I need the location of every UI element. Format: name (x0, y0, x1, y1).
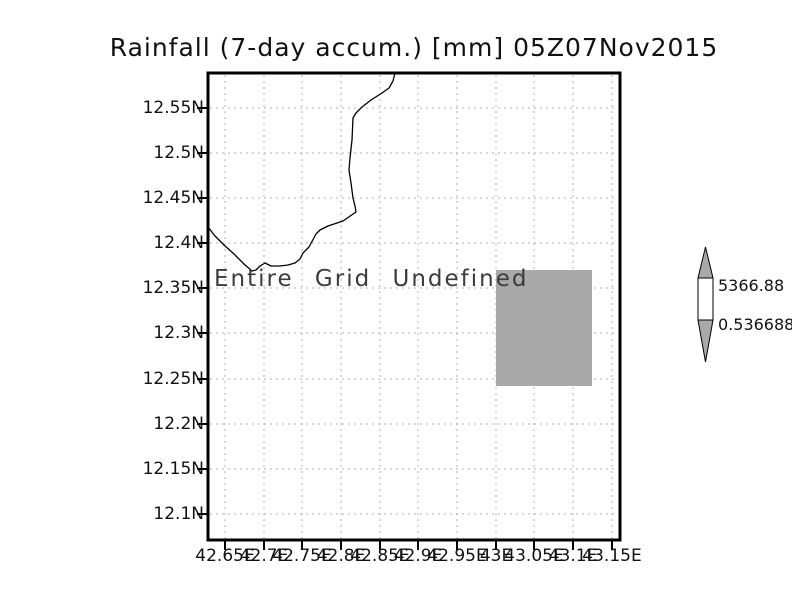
x-axis-label: 42.95E (427, 546, 487, 566)
colorbar-upper-arrow (697, 246, 714, 279)
y-axis-label: 12.1N (153, 504, 204, 524)
colorbar-min-label: 0.536688 (718, 315, 792, 334)
colorbar-max-label: 5366.88 (718, 276, 785, 295)
colorbar-lower-arrow (697, 319, 714, 363)
gridlines (210, 75, 618, 539)
x-axis-label: 43.1E (548, 546, 598, 566)
y-axis-label: 12.25N (142, 369, 204, 389)
y-axis-label: 12.35N (142, 278, 204, 298)
colorbar-bar (697, 277, 714, 321)
x-axis-label: 42.9E (393, 546, 443, 566)
y-axis-label: 12.15N (142, 459, 204, 479)
y-axis-ticks (197, 107, 208, 515)
y-axis-label: 12.5N (153, 143, 204, 163)
x-axis-label: 42.85E (350, 546, 410, 566)
undefined-region (496, 270, 592, 386)
x-axis-label: 43.15E (582, 546, 642, 566)
y-axis-label: 12.2N (153, 414, 204, 434)
x-axis-label: 42.65E (195, 546, 255, 566)
undefined-grid-label: Entire Grid Undefined (214, 266, 529, 292)
plot-frame (206, 71, 622, 542)
plot-title: Rainfall (7-day accum.) [mm] 05Z07Nov201… (109, 33, 719, 62)
x-axis-label: 43.05E (504, 546, 564, 566)
y-axis-label: 12.55N (142, 98, 204, 118)
y-axis-label: 12.4N (153, 233, 204, 253)
y-axis-label: 12.3N (153, 323, 204, 343)
x-axis-label: 42.7E (239, 546, 289, 566)
x-axis-ticks (224, 540, 613, 550)
x-axis-label: 42.8E (316, 546, 366, 566)
x-axis-label: 43E (479, 546, 513, 566)
x-axis-label: 42.75E (272, 546, 332, 566)
colorbar (697, 246, 714, 363)
y-axis-label: 12.45N (142, 188, 204, 208)
coastline-path (207, 72, 396, 272)
